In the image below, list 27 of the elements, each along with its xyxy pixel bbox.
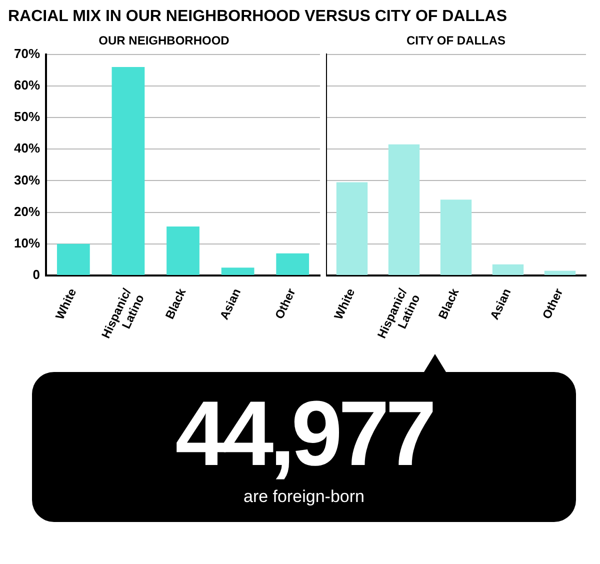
bar	[276, 253, 310, 275]
y-tick-label: 60%	[14, 78, 40, 93]
y-tick-label: 10%	[14, 235, 40, 250]
chart-subtitle: OUR NEIGHBORHOOD	[98, 34, 230, 48]
text: 44,977	[174, 382, 434, 486]
y-tick-label: 0	[32, 267, 40, 282]
x-tick-label: Other	[272, 286, 298, 322]
text: are foreign-born	[242, 486, 366, 508]
bar	[440, 200, 472, 275]
bar	[221, 268, 254, 275]
bar	[492, 264, 524, 275]
y-tick-label: 40%	[14, 140, 40, 156]
bar	[112, 67, 145, 275]
y-tick-label: 50%	[14, 109, 40, 124]
bar	[166, 226, 200, 275]
bar	[56, 244, 90, 275]
chart-title: RACIAL MIX IN OUR NEIGHBORHOOD VERSUS CITY OF DALLAS	[8, 8, 508, 27]
x-tick-label: Other	[540, 286, 566, 322]
chart-subtitle: CITY OF DALLAS	[406, 34, 506, 48]
bar	[336, 182, 368, 275]
y-tick-label: 70%	[14, 46, 40, 61]
x-tick-label: Asian	[487, 286, 514, 322]
bar	[544, 270, 576, 275]
x-tick-label: Asian	[217, 286, 244, 322]
y-tick-label: 20%	[14, 204, 40, 219]
bar	[388, 144, 420, 275]
y-tick-label: 30%	[14, 172, 40, 188]
